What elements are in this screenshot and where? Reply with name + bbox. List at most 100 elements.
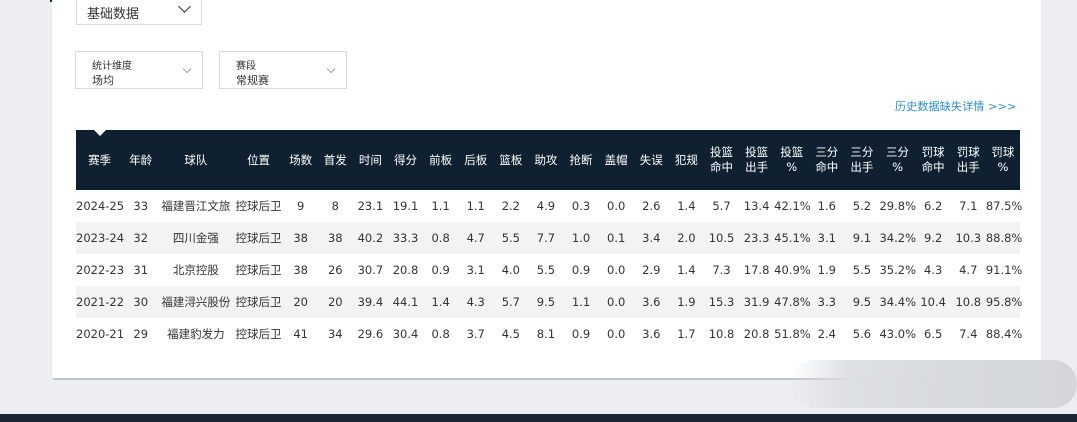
column-header[interactable]: 场数 xyxy=(283,130,318,190)
column-header[interactable]: 罚球 % xyxy=(985,130,1020,190)
table-cell: 0.8 xyxy=(423,318,459,350)
column-header[interactable]: 助攻 xyxy=(528,130,564,190)
column-header[interactable]: 三分 命中 xyxy=(809,130,845,190)
season-type-dropdown[interactable]: 赛段 常规赛 xyxy=(219,51,347,89)
column-header[interactable]: 犯规 xyxy=(668,130,704,190)
table-cell: 7.4 xyxy=(950,318,986,350)
column-header[interactable]: 后板 xyxy=(458,130,494,190)
column-header[interactable]: 盖帽 xyxy=(598,130,634,190)
column-header[interactable]: 得分 xyxy=(387,130,424,190)
table-cell: 5.5 xyxy=(528,254,564,286)
footer-bar xyxy=(0,414,1077,422)
table-cell: 43.0% xyxy=(879,318,916,350)
column-header[interactable]: 投篮 % xyxy=(774,130,810,190)
column-header[interactable]: 前板 xyxy=(423,130,459,190)
table-cell: 2022-23 xyxy=(76,254,124,286)
table-cell: 7.1 xyxy=(950,190,986,222)
table-cell: 29 xyxy=(123,318,159,350)
stat-dimension-value: 场均 xyxy=(92,74,114,87)
table-cell: 44.1 xyxy=(387,286,424,318)
table-cell: 10.5 xyxy=(703,222,740,254)
table-cell: 17.8 xyxy=(739,254,775,286)
category-dropdown-value: 基础数据 xyxy=(87,7,140,22)
table-cell: 1.6 xyxy=(809,190,845,222)
table-cell: 10.8 xyxy=(950,286,986,318)
table-cell: 88.4% xyxy=(985,318,1022,350)
table-cell: 2.4 xyxy=(809,318,845,350)
column-header[interactable]: 篮板 xyxy=(493,130,529,190)
table-cell: 2024-25 xyxy=(76,190,124,222)
column-header[interactable]: 位置 xyxy=(233,130,284,190)
column-header[interactable]: 三分 % xyxy=(879,130,916,190)
table-cell: 2.2 xyxy=(493,190,529,222)
table-cell: 0.1 xyxy=(598,222,634,254)
table-cell: 5.5 xyxy=(844,254,880,286)
table-cell: 1.0 xyxy=(563,222,599,254)
table-row: 2023-24 32 四川金强 控球后卫 38 38 40.2 33.3 0.8 4.7 5.5 7.… xyxy=(76,222,1022,254)
table-cell: 7.3 xyxy=(703,254,740,286)
table-cell: 0.8 xyxy=(423,222,459,254)
table-cell: 5.5 xyxy=(493,222,529,254)
table-cell: 5.7 xyxy=(703,190,740,222)
table-cell: 3.6 xyxy=(633,286,669,318)
table-header-row: 赛季 年龄 球队 位置 场数 首发 时间 得分 前板 后板 篮板 助攻 抢断 盖帽 失误 犯规 投篮 命中 投篮 … xyxy=(76,130,1020,190)
column-header[interactable]: 三分 出手 xyxy=(844,130,880,190)
table-cell: 15.3 xyxy=(703,286,740,318)
table-cell: 23.1 xyxy=(352,190,388,222)
table-row: 2020-21 29 福建豹发力 控球后卫 41 34 29.6 30.4 0.8 3.7 4.5 8… xyxy=(76,318,1022,350)
table-cell: 10.8 xyxy=(703,318,740,350)
table-cell: 2021-22 xyxy=(76,286,124,318)
table-cell: 20.8 xyxy=(739,318,775,350)
table-cell: 9 xyxy=(283,190,318,222)
table-cell: 29.6 xyxy=(352,318,388,350)
table-cell: 30 xyxy=(123,286,159,318)
table-cell: 4.0 xyxy=(493,254,529,286)
history-data-missing-link[interactable]: 历史数据缺失详情 >>> xyxy=(895,100,1017,113)
column-header[interactable]: 时间 xyxy=(352,130,388,190)
table-cell: 4.9 xyxy=(528,190,564,222)
column-header[interactable]: 抢断 xyxy=(563,130,599,190)
table-cell: 3.1 xyxy=(809,222,845,254)
table-cell: 0.0 xyxy=(598,286,634,318)
chevron-down-icon xyxy=(182,64,192,74)
table-row: 2022-23 31 北京控股 控球后卫 38 26 30.7 20.8 0.9 3.1 4.0 5.… xyxy=(76,254,1022,286)
column-header[interactable]: 投篮 命中 xyxy=(703,130,740,190)
table-cell: 20.8 xyxy=(387,254,424,286)
table-cell: 5.7 xyxy=(493,286,529,318)
table-cell: 四川金强 xyxy=(158,222,234,254)
table-cell: 30.4 xyxy=(387,318,424,350)
table-cell: 26 xyxy=(317,254,353,286)
table-cell: 1.9 xyxy=(809,254,845,286)
blur-overlay xyxy=(790,360,1077,408)
column-header[interactable]: 失误 xyxy=(633,130,669,190)
column-header[interactable]: 球队 xyxy=(158,130,234,190)
table-cell: 31 xyxy=(123,254,159,286)
table-body: 2024-25 33 福建晋江文旅 控球后卫 9 8 23.1 19.1 1.1 1.1 2.2 4.… xyxy=(76,190,1022,350)
table-cell: 8 xyxy=(317,190,353,222)
table-cell: 41 xyxy=(283,318,318,350)
table-cell: 9.1 xyxy=(844,222,880,254)
table-cell: 7.7 xyxy=(528,222,564,254)
column-header[interactable]: 投篮 出手 xyxy=(739,130,775,190)
table-cell: 2.0 xyxy=(668,222,704,254)
column-header[interactable]: 赛季 xyxy=(76,130,124,190)
table-cell: 1.1 xyxy=(563,286,599,318)
table-cell: 控球后卫 xyxy=(233,318,284,350)
stat-dimension-dropdown[interactable]: 统计维度 场均 xyxy=(75,51,203,89)
table-cell: 5.6 xyxy=(844,318,880,350)
column-header[interactable]: 罚球 命中 xyxy=(915,130,951,190)
column-header[interactable]: 罚球 出手 xyxy=(950,130,986,190)
column-header[interactable]: 首发 xyxy=(317,130,353,190)
table-cell: 1.1 xyxy=(423,190,459,222)
table-cell: 19.1 xyxy=(387,190,424,222)
table-cell: 9.2 xyxy=(915,222,951,254)
season-type-value: 常规赛 xyxy=(236,74,269,87)
table-cell: 34.2% xyxy=(879,222,916,254)
table-cell: 29.8% xyxy=(879,190,916,222)
category-dropdown[interactable]: 基础数据 xyxy=(76,0,202,25)
player-stats-table: 赛季 年龄 球队 位置 场数 首发 时间 得分 前板 后板 篮板 助攻 抢断 盖帽 失误 犯规 投篮 命中 投篮 … xyxy=(76,130,1022,350)
column-header[interactable]: 年龄 xyxy=(123,130,159,190)
table-cell: 4.5 xyxy=(493,318,529,350)
table-cell: 2.6 xyxy=(633,190,669,222)
table-cell: 1.1 xyxy=(458,190,494,222)
